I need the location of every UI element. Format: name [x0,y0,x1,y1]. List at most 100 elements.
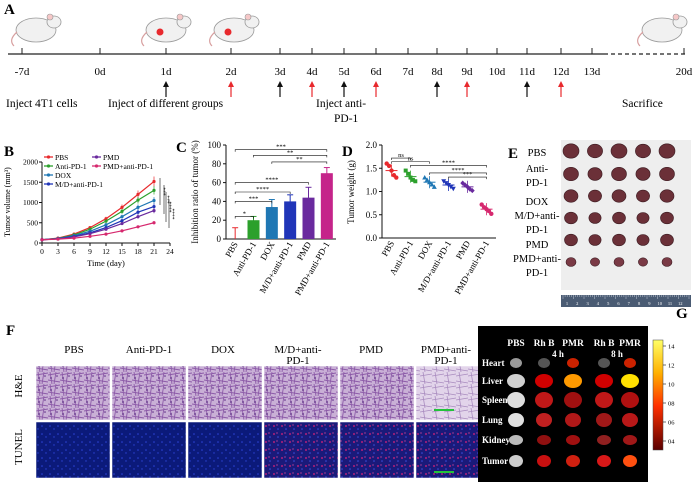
organ-sample [624,358,636,368]
tumor-sample [612,233,626,247]
timeline-day-label: 10d [489,66,506,78]
data-point [88,232,92,236]
chart-c: 0 20 40 60 80 100 Inhibition ratio of tumor (%… [190,140,336,297]
data-point [152,209,156,213]
panel-e-labels: PBS Anti- PD-1 DOX M/D+anti- PD-1 PMD PMD+anti-… [513,148,561,279]
ruler-label: 1 [566,301,568,306]
y-tick-label: 100 [208,140,222,150]
tumor-sample [660,233,674,247]
x-tick-label: 15 [118,247,126,256]
data-point [424,177,430,182]
y-tick-label: 60 [212,178,222,188]
scatter-group-pmd-anti-pd-1 [479,202,494,217]
significance-label: **** [256,186,269,193]
colorbar-tick-label: 14 [668,344,675,351]
legend-label: PMD [103,153,120,162]
data-point [448,184,454,190]
data-point [469,187,475,194]
data-point [120,229,124,233]
data-point [56,237,60,241]
data-point [120,219,124,223]
legend-item: DOX [44,171,72,180]
significance-label: ns [408,156,414,163]
ruler-label: 4 [597,301,600,306]
ruler-label: 12 [678,301,683,306]
tumor-sample [659,189,675,203]
tumor-group-label: DOX [526,197,549,208]
row-label-he: H&E [13,374,25,398]
data-point [136,205,140,209]
organ-sample [507,374,525,388]
y-tick-label: 1.0 [366,187,378,197]
significance-bracket: * [234,210,254,219]
ruler-label: 9 [648,301,651,306]
imaging-column-label: Rh B [594,339,616,349]
legend-label: PBS [55,153,68,162]
legend-label: M/D+anti-PD-1 [55,180,103,189]
colorbar-tick-label: 08 [668,401,675,408]
timeline-day-label: 1d [161,66,173,78]
histology-column-label-line2: PD-1 [434,355,457,367]
tunel-image-tile [187,421,263,479]
significance-label: * [243,210,246,217]
organ-sample [598,358,610,368]
organ-sample [565,413,581,427]
bar-pmd [302,186,315,239]
tumor-sample [636,212,650,224]
data-point [152,188,156,192]
imaging-column-label: PMR [562,339,584,349]
bar-anti-pd-1 [247,215,260,239]
data-point [120,221,124,226]
significance-bracket: **** [234,177,309,185]
tumor-sample [659,166,675,182]
data-point [443,181,449,186]
organ-sample [507,392,525,408]
tumor-sample [563,189,579,203]
colorbar-tick-label: 12 [668,363,675,370]
colorbar: 14 12 10 08 06 04 [652,339,675,451]
tunel-image-tile [339,421,415,479]
data-point [72,236,76,240]
organ-sample [567,358,579,368]
x-tick-label: DOX [258,240,277,262]
data-point [394,175,399,180]
scatter-group-pmd [460,180,475,194]
x-tick-label: 3 [56,247,60,256]
bar [284,201,297,239]
histology-column-label: PMD [359,344,383,356]
significance-label: *** [160,187,166,196]
panel-label-g: G [676,306,688,322]
scatter-group-m-d-anti-pd-1 [441,178,456,192]
scatter-group-dox [422,175,437,189]
panel-a-timeline: A -7d 0d 1 [4,2,693,125]
tumor-sample [565,257,577,267]
significance-label: ** [287,149,294,156]
organ-sample [508,413,524,427]
series-pmd-anti-pd-1 [40,221,156,242]
timeline-arrows [163,81,564,97]
panel-f-tiles [35,365,491,479]
organ-label-spleen: Spleen [482,395,508,405]
tumor-sample [588,212,602,224]
panel-label-b: B [4,144,14,160]
organ-sample [597,455,611,467]
significance-label: *** [276,144,286,151]
tumor-sample [635,143,651,159]
rat-icon-tumor-2 [209,13,260,47]
organ-label-liver: Liver [482,376,503,386]
legend-item: PBS [44,153,68,162]
significance-label: *** [249,195,259,202]
organ-sample [538,358,550,368]
significance-bracket: **** [234,186,291,194]
bar [247,220,260,239]
significance-bracket: **** [410,159,487,168]
y-tick-label: 80 [212,159,222,169]
y-tick-label: 500 [27,218,39,227]
imaging-time-label: 4 h [552,349,564,359]
histology-column-label: PMD+anti- [421,344,472,356]
tumor-sample [658,143,676,159]
data-point [441,179,447,184]
data-point [403,168,408,173]
